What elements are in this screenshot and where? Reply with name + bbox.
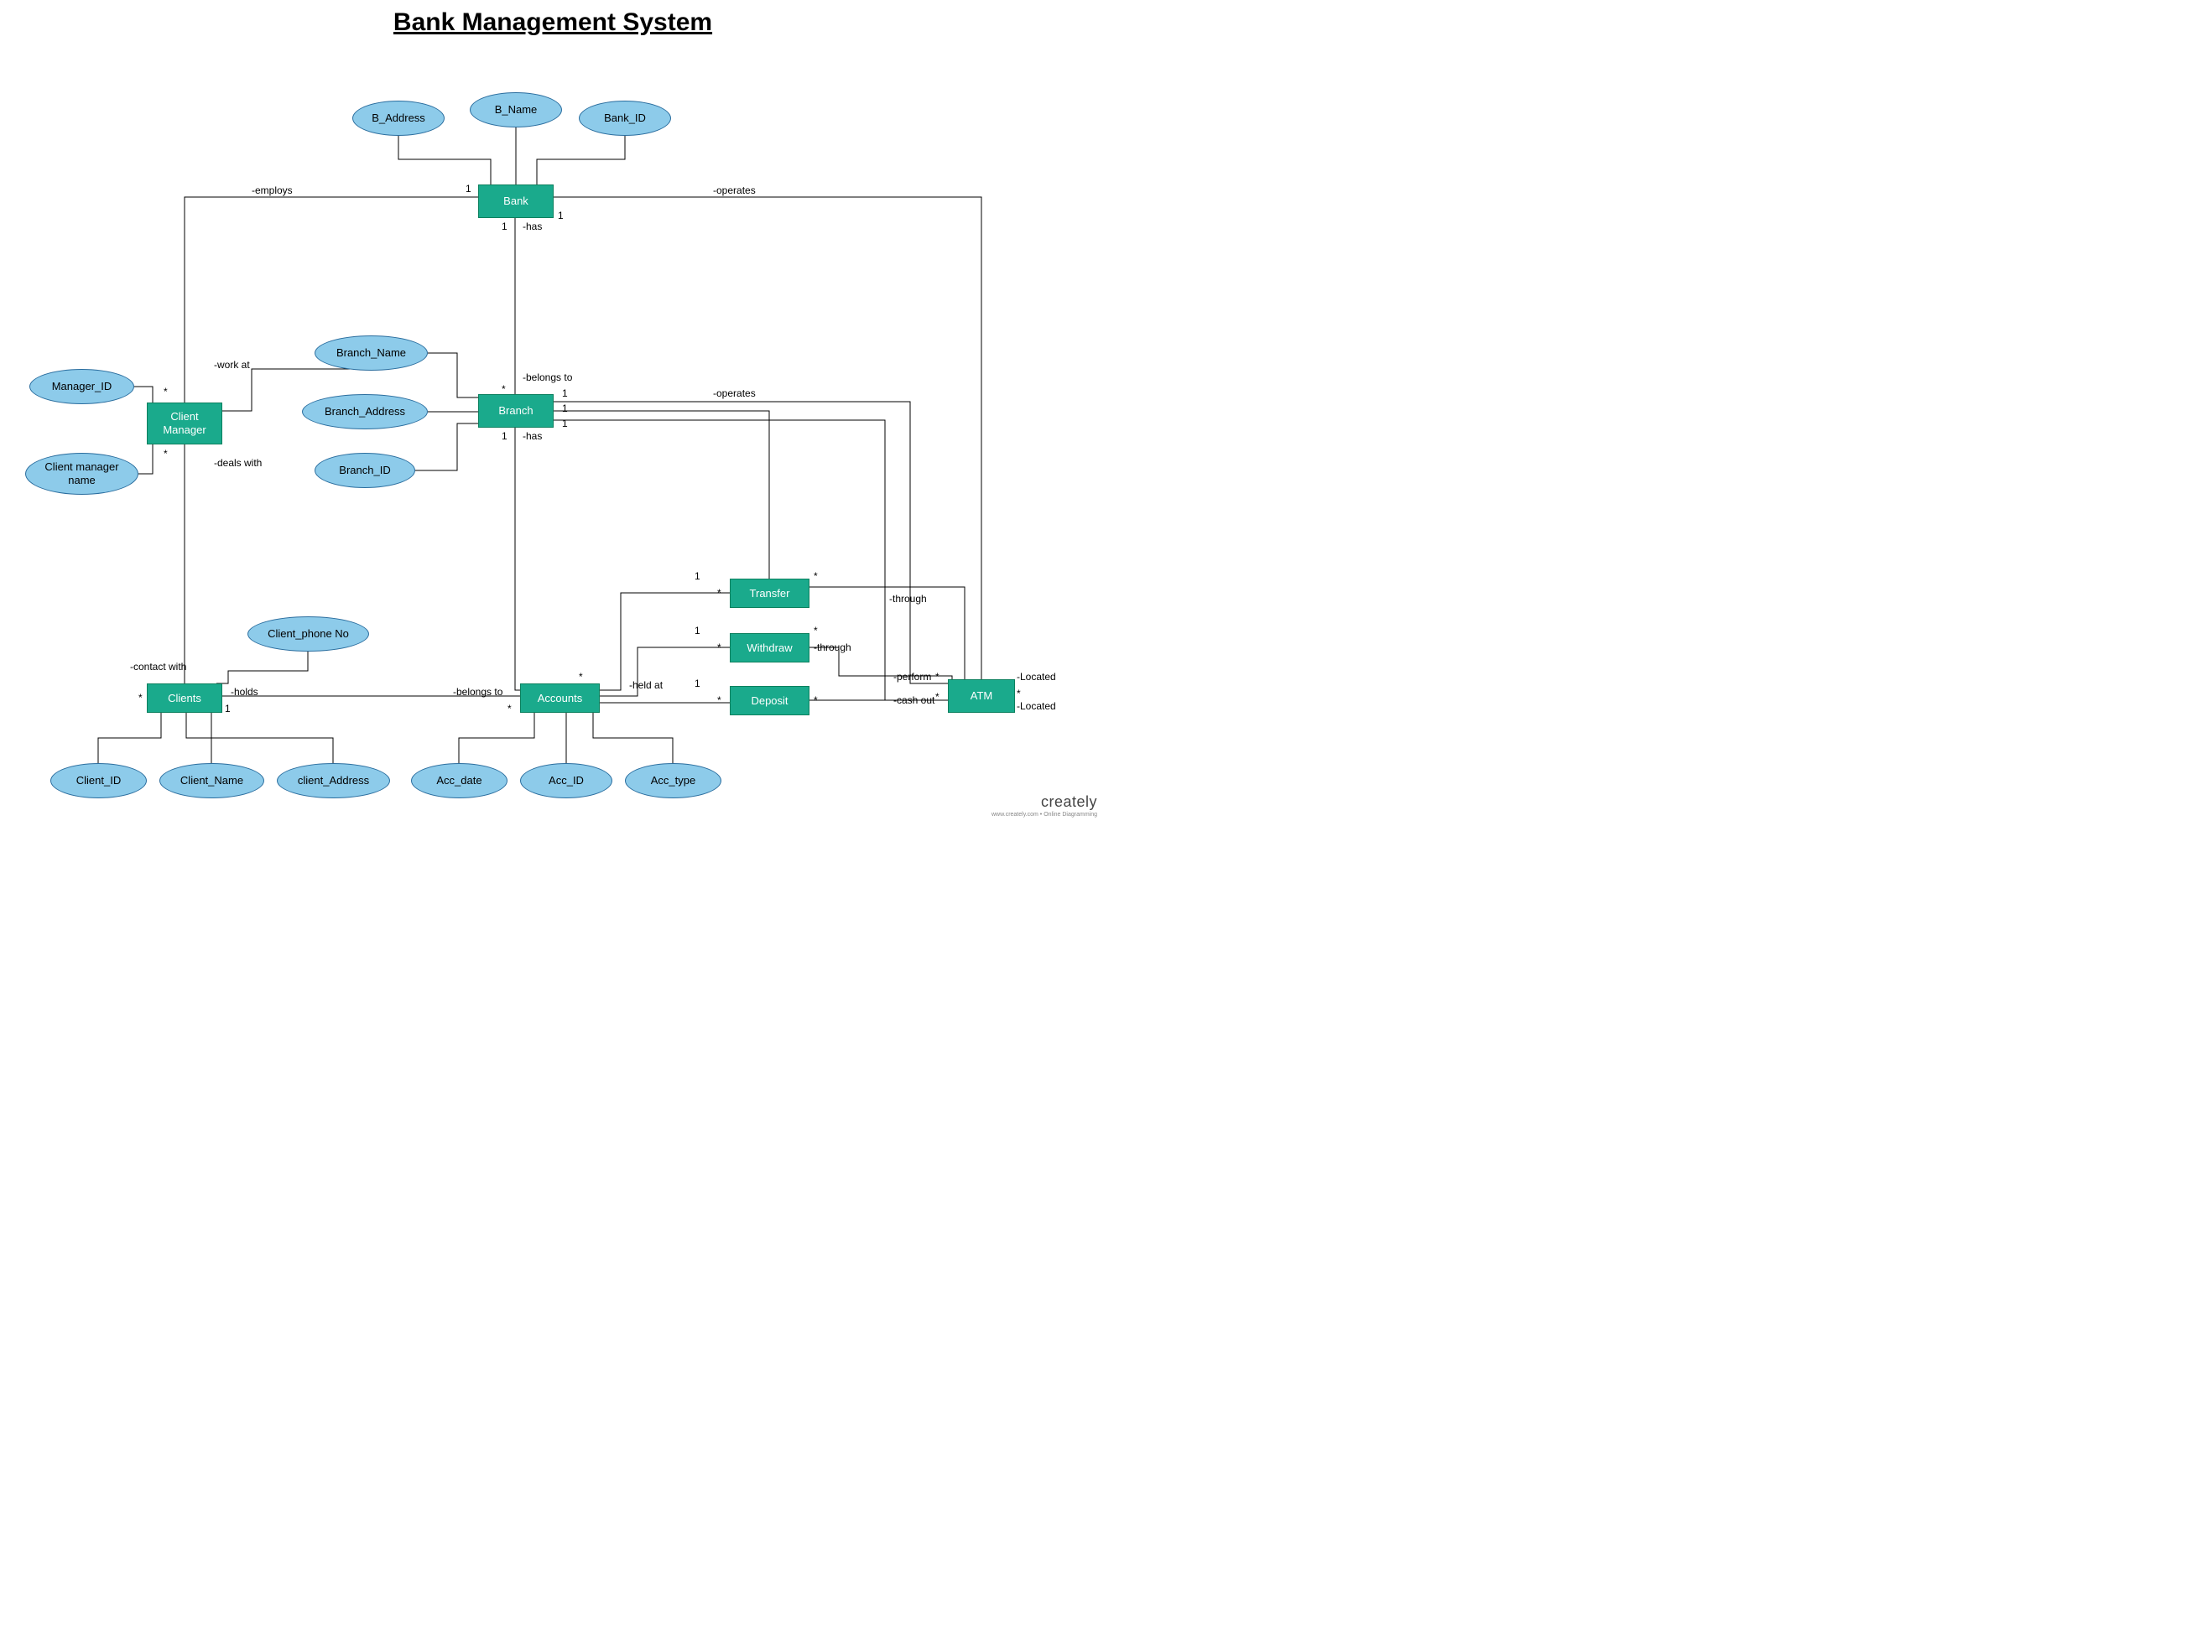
edge-label: -through [814, 642, 851, 653]
edge-label: * [935, 671, 939, 683]
edge-label: -operates [713, 184, 756, 196]
edge-label: * [935, 691, 939, 703]
edge-label: 1 [562, 418, 568, 429]
edge-label: * [814, 570, 818, 582]
edge-label: 1 [695, 570, 700, 582]
edge-label: 1 [502, 430, 507, 442]
edge-label: 1 [695, 678, 700, 689]
edge [600, 647, 730, 696]
er-diagram-stage: Bank Management System creately www.crea… [0, 0, 1106, 818]
creately-watermark-sub: www.creately.com • Online Diagramming [991, 812, 1097, 818]
edge [216, 652, 308, 683]
edge-label: -Located [1017, 700, 1056, 712]
edge-label: -Located [1017, 671, 1056, 683]
edge-label: * [138, 692, 143, 704]
edge-label: -operates [713, 387, 756, 399]
attribute-cli_phone: Client_phone No [247, 616, 369, 652]
diagram-title: Bank Management System [393, 8, 712, 37]
edge [593, 713, 673, 763]
edge [398, 136, 491, 184]
attribute-acc_type: Acc_type [625, 763, 721, 798]
edge [138, 444, 153, 474]
edge-label: -has [523, 430, 542, 442]
entity-branch: Branch [478, 394, 554, 428]
edge-label: -has [523, 221, 542, 232]
edge-label: 1 [502, 221, 507, 232]
edge-label: * [502, 383, 506, 395]
edge [186, 713, 211, 763]
entity-transfer: Transfer [730, 579, 809, 608]
edge-label: -belongs to [453, 686, 502, 698]
edge [428, 353, 478, 397]
edge-label: -employs [252, 184, 293, 196]
entity-deposit: Deposit [730, 686, 809, 715]
edge [459, 713, 534, 763]
edge [537, 136, 625, 184]
edge-label: 1 [562, 403, 568, 414]
entity-bank: Bank [478, 184, 554, 218]
entity-accounts: Accounts [520, 683, 600, 713]
edge [415, 423, 478, 470]
attribute-mgr_id: Manager_ID [29, 369, 134, 404]
edge [98, 713, 161, 763]
attribute-b_name: B_Name [470, 92, 562, 127]
edge-label: -contact with [130, 661, 186, 673]
entity-cmgr: ClientManager [147, 403, 222, 444]
edge-label: -deals with [214, 457, 262, 469]
attribute-acc_date: Acc_date [411, 763, 507, 798]
edge [809, 587, 965, 679]
creately-watermark: creately [1041, 793, 1097, 811]
entity-clients: Clients [147, 683, 222, 713]
edge-label: 1 [695, 625, 700, 636]
edge [515, 428, 520, 690]
entity-atm: ATM [948, 679, 1015, 713]
edge-label: * [507, 703, 512, 714]
edge-label: -through [889, 593, 927, 605]
edge-label: 1 [466, 183, 471, 195]
edge-label: * [717, 642, 721, 653]
attribute-cli_id: Client_ID [50, 763, 147, 798]
attribute-mgr_name: Client managername [25, 453, 138, 495]
edge-label: * [717, 694, 721, 706]
edge-label: * [164, 386, 168, 397]
edge-label: * [164, 448, 168, 460]
attribute-br_addr: Branch_Address [302, 394, 428, 429]
edge-label: 1 [558, 210, 564, 221]
attribute-b_addr: B_Address [352, 101, 445, 136]
edge-label: -holds [231, 686, 258, 698]
edge-label: * [814, 625, 818, 636]
edge-label: -belongs to [523, 371, 572, 383]
attribute-br_id: Branch_ID [315, 453, 415, 488]
edge-label: * [1017, 688, 1021, 699]
edge-label: * [717, 587, 721, 599]
edge [554, 411, 769, 579]
edge-label: * [814, 694, 818, 706]
edge [134, 387, 153, 403]
edge [211, 713, 333, 763]
attribute-bank_id: Bank_ID [579, 101, 671, 136]
edge [600, 593, 730, 690]
attribute-acc_id: Acc_ID [520, 763, 612, 798]
edge-label: 1 [225, 703, 231, 714]
entity-withdraw: Withdraw [730, 633, 809, 662]
edge-label: * [579, 671, 583, 683]
edge-label: -held at [629, 679, 663, 691]
edge-label: -perform [893, 671, 931, 683]
edge-label: -work at [214, 359, 250, 371]
attribute-cli_addr: client_Address [277, 763, 390, 798]
attribute-cli_name: Client_Name [159, 763, 264, 798]
edge-label: 1 [562, 387, 568, 399]
edge [185, 197, 478, 403]
edge-label: -cash out [893, 694, 934, 706]
attribute-br_name: Branch_Name [315, 335, 428, 371]
